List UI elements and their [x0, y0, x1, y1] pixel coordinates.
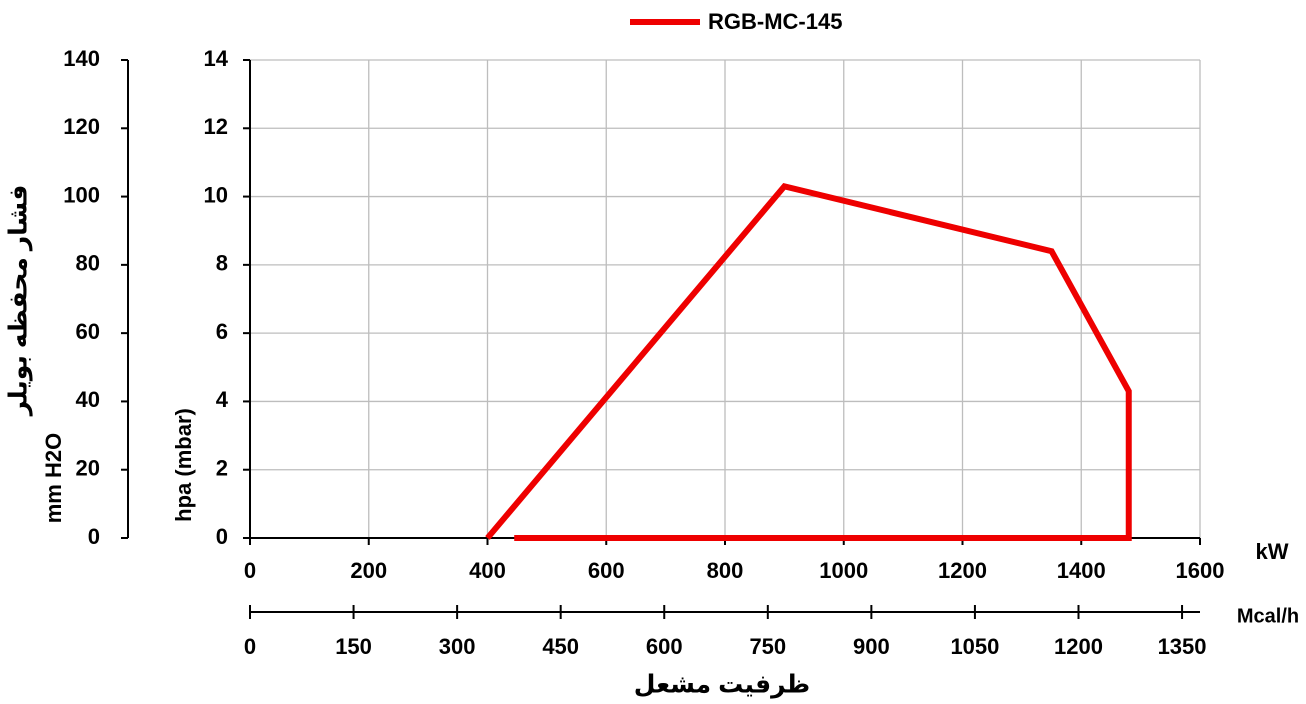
x2-tick-label: 1050: [950, 634, 999, 659]
y-tick-label: 14: [204, 46, 229, 71]
x2-tick-label: 300: [439, 634, 476, 659]
x-tick-label: 600: [588, 558, 625, 583]
y-tick-label: 2: [216, 456, 228, 481]
legend-label: RGB-MC-145: [708, 9, 842, 34]
x-tick-label: 200: [350, 558, 387, 583]
y2-tick-label: 120: [63, 114, 100, 139]
y-tick-label: 6: [216, 319, 228, 344]
y2-axis-label: mm H2O: [41, 433, 66, 523]
y2-tick-label: 0: [88, 524, 100, 549]
y-tick-label: 10: [204, 182, 228, 207]
x-tick-label: 1000: [819, 558, 868, 583]
y2-tick-label: 20: [76, 456, 100, 481]
y2-tick-label: 80: [76, 251, 100, 276]
y-tick-label: 4: [216, 387, 229, 412]
x2-tick-label: 900: [853, 634, 890, 659]
y2-tick-label: 100: [63, 182, 100, 207]
x2-tick-label: 750: [749, 634, 786, 659]
x-tick-label: 1200: [938, 558, 987, 583]
x2-tick-label: 0: [244, 634, 256, 659]
x-axis-title: ظرفیت مشعل: [634, 671, 810, 700]
y2-axis-title: فشار محفظه بویلر: [5, 185, 34, 418]
x-tick-label: 1400: [1057, 558, 1106, 583]
x-axis-label: kW: [1256, 539, 1289, 564]
x-tick-label: 800: [707, 558, 744, 583]
x-tick-label: 0: [244, 558, 256, 583]
y-tick-label: 12: [204, 114, 228, 139]
y2-tick-label: 40: [76, 387, 100, 412]
x2-tick-label: 1200: [1054, 634, 1103, 659]
x2-axis-label: Mcal/h: [1237, 605, 1299, 627]
x-tick-label: 400: [469, 558, 506, 583]
x2-tick-label: 150: [335, 634, 372, 659]
x-tick-label: 1600: [1176, 558, 1225, 583]
y-tick-label: 0: [216, 524, 228, 549]
data-line: [485, 182, 1132, 541]
y2-tick-label: 140: [63, 46, 100, 71]
x2-tick-label: 450: [542, 634, 579, 659]
y-tick-label: 8: [216, 251, 228, 276]
y2-tick-label: 60: [76, 319, 100, 344]
x2-tick-label: 600: [646, 634, 683, 659]
y-axis-label: hpa (mbar): [171, 408, 196, 522]
x2-tick-label: 1350: [1158, 634, 1207, 659]
